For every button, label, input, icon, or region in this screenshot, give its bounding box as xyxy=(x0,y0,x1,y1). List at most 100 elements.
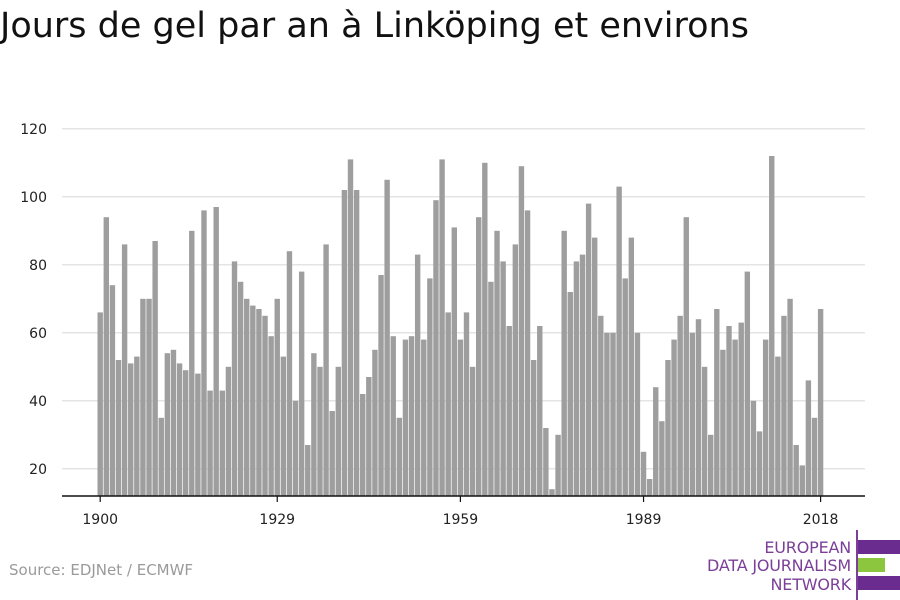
bar-2002 xyxy=(720,349,726,496)
bar-1931 xyxy=(286,251,293,496)
bar-1904 xyxy=(121,244,128,496)
bar-1920 xyxy=(219,390,225,496)
bar-2015 xyxy=(799,465,805,496)
y-tick-label-120: 120 xyxy=(20,122,47,138)
bar-1932 xyxy=(292,400,299,496)
bar-1987 xyxy=(628,237,635,496)
bar-1996 xyxy=(683,217,689,496)
logo-text-line-2: DATA JOURNALISM xyxy=(707,556,851,575)
bar-2013 xyxy=(787,298,793,496)
bar-2000 xyxy=(708,434,714,496)
bar-1947 xyxy=(384,179,390,497)
logo-text-line-1: EUROPEAN xyxy=(764,538,851,557)
bar-2011 xyxy=(775,356,781,496)
y-tick-label-60: 60 xyxy=(29,326,47,342)
bar-2017 xyxy=(811,417,818,496)
bar-1902 xyxy=(109,285,116,496)
bar-1933 xyxy=(298,271,305,496)
bar-1982 xyxy=(598,315,604,496)
bar-1956 xyxy=(439,159,445,496)
bar-1917 xyxy=(201,210,207,496)
bar-1935 xyxy=(311,353,317,496)
bar-1943 xyxy=(360,394,366,496)
bar-1965 xyxy=(494,230,500,497)
bar-2006 xyxy=(744,271,751,496)
bar-1973 xyxy=(543,428,549,496)
y-tick-label-40: 40 xyxy=(29,394,47,410)
bar-2009 xyxy=(762,339,769,496)
bar-2005 xyxy=(738,322,744,496)
bar-1983 xyxy=(604,332,610,496)
bar-1997 xyxy=(689,332,696,496)
bar-1995 xyxy=(677,315,683,496)
bar-1959 xyxy=(457,339,464,496)
bar-1922 xyxy=(231,261,238,496)
bar-1975 xyxy=(555,434,561,496)
bar-1978 xyxy=(573,261,580,496)
chart-title: Jours de gel par an à Linköping et envir… xyxy=(0,6,749,46)
bar-1912 xyxy=(170,349,177,496)
bar-1929 xyxy=(274,298,280,496)
bar-1946 xyxy=(378,275,384,496)
bar-2004 xyxy=(732,339,738,496)
bar-1950 xyxy=(402,339,409,496)
bars xyxy=(97,156,824,497)
bar-1925 xyxy=(250,305,256,496)
bar-1948 xyxy=(390,336,396,496)
bar-1900 xyxy=(97,312,103,496)
bar-2008 xyxy=(756,431,763,496)
bar-2018 xyxy=(817,309,824,496)
bar-1951 xyxy=(408,336,415,496)
bar-1921 xyxy=(225,366,232,496)
logo-bar-green xyxy=(858,558,885,572)
bar-1927 xyxy=(262,315,268,496)
bar-1953 xyxy=(421,339,427,496)
bar-1963 xyxy=(482,162,488,497)
bar-1981 xyxy=(592,237,598,496)
bar-1913 xyxy=(176,363,183,496)
bar-1990 xyxy=(646,479,653,496)
x-tick-label-1900: 1900 xyxy=(82,512,118,528)
bar-1907 xyxy=(140,298,146,496)
bar-1916 xyxy=(195,373,201,496)
bar-2012 xyxy=(781,315,787,496)
bar-1988 xyxy=(634,332,641,496)
x-tick-label-1929: 1929 xyxy=(259,512,295,528)
axes: 20 40 60 80 100 120 1900 1929 1959 1989 2018 xyxy=(20,122,865,528)
bar-1909 xyxy=(152,241,158,496)
bar-1906 xyxy=(134,356,140,496)
bar-1977 xyxy=(567,292,573,496)
bar-1926 xyxy=(256,309,262,496)
bar-1968 xyxy=(512,244,519,496)
logo-bar-purple-top xyxy=(858,540,900,554)
logo-bar-purple-bottom xyxy=(858,576,900,590)
bar-1964 xyxy=(488,281,494,496)
x-tick-label-1959: 1959 xyxy=(443,512,479,528)
bar-1937 xyxy=(323,244,329,496)
bar-1980 xyxy=(585,203,592,496)
bar-1961 xyxy=(469,366,476,496)
bar-1944 xyxy=(366,377,372,496)
bar-2014 xyxy=(793,445,799,496)
bar-1957 xyxy=(445,312,451,496)
bar-1923 xyxy=(237,281,244,496)
bar-1930 xyxy=(280,356,287,496)
bar-1972 xyxy=(537,326,543,496)
y-tick-label-100: 100 xyxy=(20,190,47,206)
bar-1976 xyxy=(561,230,567,497)
bar-1942 xyxy=(353,190,360,496)
bar-1901 xyxy=(103,217,110,496)
bar-2001 xyxy=(714,309,720,496)
bar-2016 xyxy=(805,380,812,496)
bar-1998 xyxy=(695,319,702,496)
gridlines xyxy=(62,128,865,470)
logo-text-line-3: NETWORK xyxy=(770,575,852,594)
bar-2010 xyxy=(769,156,775,496)
bar-1910 xyxy=(158,417,164,496)
bar-2003 xyxy=(726,326,732,496)
bar-1954 xyxy=(427,278,433,496)
logo-divider xyxy=(856,530,858,600)
bar-1999 xyxy=(701,366,708,496)
edjnet-logo: EUROPEAN DATA JOURNALISM NETWORK xyxy=(700,530,900,600)
